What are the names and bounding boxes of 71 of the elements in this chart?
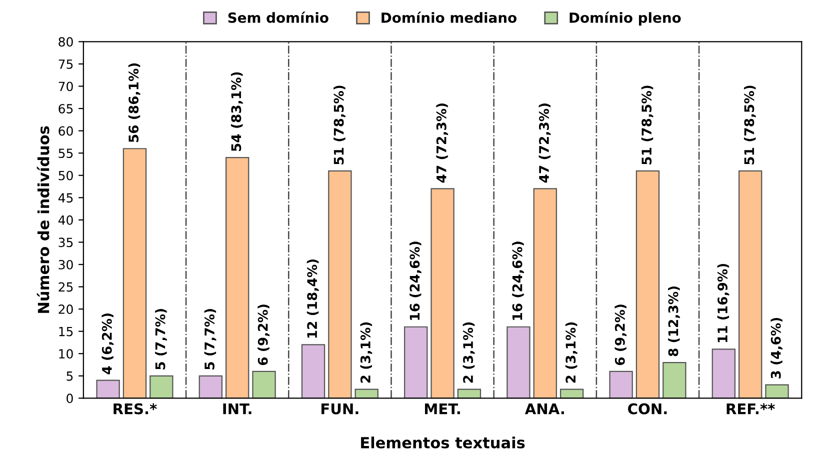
bar <box>560 388 584 398</box>
y-tick-label: 25 <box>58 282 73 292</box>
y-tick-label: 10 <box>59 349 73 359</box>
bar <box>662 362 686 398</box>
bar <box>765 384 789 398</box>
data-label: 2 (3,1%) <box>462 322 475 383</box>
data-label: 16 (24,6%) <box>512 242 524 320</box>
x-tick-label: INT. <box>223 403 252 414</box>
data-label: 47 (72,3%) <box>436 104 448 183</box>
bar <box>328 170 352 398</box>
legend-label: Domínio pleno <box>570 12 681 26</box>
y-tick-label: 55 <box>58 148 73 158</box>
bar <box>150 375 174 398</box>
data-label: 11 (16,9%) <box>717 264 730 342</box>
y-tick-label: 30 <box>58 260 73 270</box>
data-label: 2 (3,1%) <box>565 322 578 383</box>
x-tick-label: FUN. <box>322 403 358 414</box>
data-label: 54 (83,1%) <box>230 72 243 151</box>
x-axis-title: Elementos textuais <box>361 436 525 448</box>
y-tick-label: 60 <box>58 126 73 136</box>
y-tick-label: 15 <box>59 326 73 336</box>
legend-label: Domínio mediano <box>382 12 516 23</box>
y-tick-label: 35 <box>58 238 73 248</box>
x-tick-label: CON. <box>628 403 667 414</box>
data-label: 12 (18,4%) <box>306 259 319 338</box>
x-tick-label: RES.* <box>114 403 157 414</box>
y-tick-label: 5 <box>66 372 73 381</box>
data-label: 56 (86,1%) <box>128 63 140 142</box>
x-tick-label: ANA. <box>524 403 564 414</box>
bar <box>225 156 250 398</box>
bar <box>506 326 530 398</box>
data-label: 3 (4,6%) <box>770 318 783 378</box>
bar <box>354 388 378 398</box>
data-label: 4 (6,2%) <box>102 314 114 374</box>
bar <box>96 380 120 398</box>
y-tick-label: 45 <box>58 193 73 203</box>
bar <box>712 348 736 398</box>
y-tick-label: 20 <box>58 304 73 314</box>
data-label: 16 (24,6%) <box>409 242 422 320</box>
data-label: 8 (12,3%) <box>668 286 680 356</box>
y-tick-label: 80 <box>58 37 73 47</box>
data-label: 2 (3,1%) <box>360 322 372 383</box>
bar <box>636 170 660 398</box>
y-tick-label: 50 <box>58 170 73 180</box>
legend-label: Sem domínio <box>228 12 328 23</box>
bar <box>301 344 326 398</box>
data-label: 51 (78,5%) <box>744 86 756 164</box>
y-tick-label: 40 <box>58 215 73 225</box>
data-label: 5 (7,7%) <box>204 309 216 370</box>
x-tick-label: MET. <box>425 403 460 414</box>
bar <box>430 188 454 398</box>
bar <box>252 370 276 398</box>
data-label: 51 (78,5%) <box>641 86 654 164</box>
y-axis-title: Número de indivíduos <box>36 126 50 313</box>
data-label: 6 (9,2%) <box>614 304 627 366</box>
bar <box>198 375 222 398</box>
data-label: 47 (72,3%) <box>538 104 551 183</box>
data-label: 5 (7,7%) <box>155 309 167 370</box>
y-tick-label: 70 <box>58 82 73 92</box>
y-tick-label: 65 <box>58 104 73 114</box>
y-tick-label: 75 <box>58 60 73 69</box>
data-label: 51 (78,5%) <box>334 86 346 164</box>
y-tick-label: 0 <box>66 394 73 404</box>
bar <box>404 326 428 398</box>
bar <box>457 388 482 398</box>
data-label: 6 (9,2%) <box>258 304 270 366</box>
bar <box>609 370 633 398</box>
bar <box>122 148 147 398</box>
bar <box>533 188 557 398</box>
bar <box>738 170 762 398</box>
x-tick-label: REF.** <box>726 403 775 414</box>
